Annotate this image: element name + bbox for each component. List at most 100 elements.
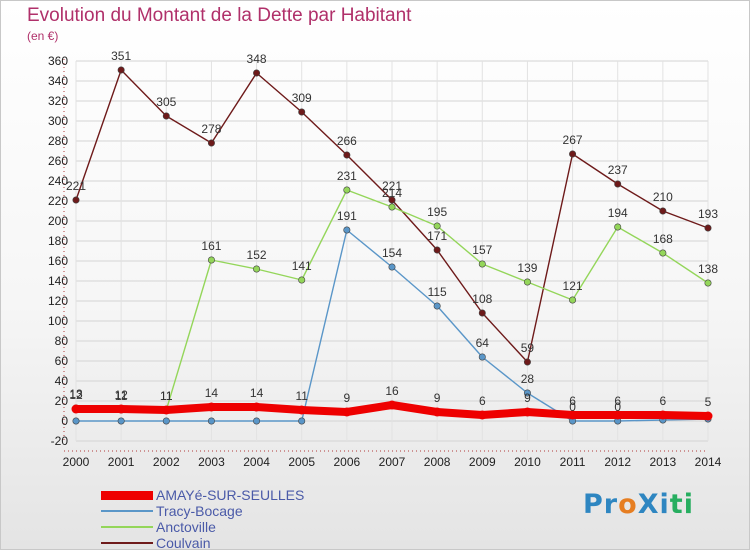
- x-tick-label: 2001: [108, 455, 135, 469]
- data-label-anctoville: 141: [292, 259, 312, 273]
- data-point-anctoville: [614, 223, 622, 231]
- data-point-coulvain: [659, 207, 667, 215]
- y-tick-label: 100: [48, 314, 68, 328]
- data-point-anctoville: [207, 256, 215, 264]
- data-point-tracy-bocage: [72, 417, 80, 425]
- data-point-anctoville: [433, 222, 441, 230]
- chart-title: Evolution du Montant de la Dette par Hab…: [27, 5, 412, 26]
- data-label-anctoville: 214: [382, 186, 402, 200]
- y-tick-label: 120: [48, 294, 68, 308]
- data-label-amay-sur-seulles: 6: [569, 394, 576, 408]
- data-point-coulvain: [72, 196, 80, 204]
- legend-label: Anctoville: [156, 519, 216, 535]
- y-tick-label: 160: [48, 254, 68, 268]
- legend-swatch: [101, 503, 153, 519]
- data-point-tracy-bocage: [433, 302, 441, 310]
- y-tick-label: 340: [48, 74, 68, 88]
- data-label-anctoville: 231: [337, 169, 357, 183]
- data-point-amay-sur-seulles: [477, 410, 487, 420]
- data-label-tracy-bocage: 0: [614, 400, 621, 414]
- data-label-anctoville: 195: [427, 205, 447, 219]
- data-label-coulvain: 171: [427, 229, 447, 243]
- data-point-anctoville: [659, 249, 667, 257]
- data-point-amay-sur-seulles: [161, 405, 171, 415]
- data-point-amay-sur-seulles: [252, 402, 262, 412]
- data-label-amay-sur-seulles: 16: [385, 384, 399, 398]
- tick-labels: -200204060801001201401601802002202402602…: [48, 54, 722, 469]
- data-point-coulvain: [117, 66, 125, 74]
- y-tick-label: 240: [48, 174, 68, 188]
- data-label-coulvain: 108: [472, 292, 492, 306]
- data-point-coulvain: [704, 224, 712, 232]
- y-tick-label: 0: [61, 414, 68, 428]
- data-point-anctoville: [704, 279, 712, 287]
- data-label-anctoville: 139: [517, 261, 537, 275]
- x-tick-label: 2005: [288, 455, 315, 469]
- data-point-amay-sur-seulles: [703, 411, 713, 421]
- data-point-amay-sur-seulles: [297, 405, 307, 415]
- legend-swatch: [101, 519, 153, 535]
- data-label-coulvain: 305: [156, 95, 176, 109]
- data-point-tracy-bocage: [253, 417, 261, 425]
- data-label-anctoville: 138: [698, 262, 718, 276]
- y-tick-label: 140: [48, 274, 68, 288]
- data-point-coulvain: [523, 358, 531, 366]
- x-tick-label: 2006: [334, 455, 361, 469]
- y-tick-label: 320: [48, 94, 68, 108]
- logo-letter: t: [669, 489, 684, 520]
- y-tick-label: 260: [48, 154, 68, 168]
- legend-swatch: [101, 487, 153, 503]
- y-tick-label: 20: [55, 394, 69, 408]
- x-tick-label: 2008: [424, 455, 451, 469]
- x-tick-label: 2009: [469, 455, 496, 469]
- legend-item: Tracy-Bocage: [101, 503, 361, 519]
- data-label-coulvain: 193: [698, 207, 718, 221]
- data-label-anctoville: 13: [69, 387, 83, 401]
- data-point-coulvain: [388, 196, 396, 204]
- data-point-amay-sur-seulles: [658, 410, 668, 420]
- data-label-tracy-bocage: 0: [569, 400, 576, 414]
- x-tick-label: 2014: [695, 455, 722, 469]
- data-label-anctoville: 168: [653, 232, 673, 246]
- data-point-anctoville: [253, 265, 261, 273]
- x-tick-label: 2003: [198, 455, 225, 469]
- y-tick-label: 40: [55, 374, 69, 388]
- data-point-coulvain: [614, 180, 622, 188]
- data-label-coulvain: 267: [563, 133, 583, 147]
- data-point-coulvain: [433, 246, 441, 254]
- legend-label: AMAYé-SUR-SEULLES: [156, 487, 305, 503]
- data-label-amay-sur-seulles: 6: [660, 394, 667, 408]
- data-point-coulvain: [478, 309, 486, 317]
- data-label-anctoville: 11: [115, 389, 128, 403]
- data-point-tracy-bocage: [523, 389, 531, 397]
- data-point-coulvain: [569, 150, 577, 158]
- data-point-coulvain: [298, 108, 306, 116]
- y-tick-label: 360: [48, 54, 68, 68]
- x-tick-label: 2000: [63, 455, 90, 469]
- data-label-coulvain: 351: [111, 49, 131, 63]
- data-point-anctoville: [298, 276, 306, 284]
- y-tick-label: 80: [55, 334, 69, 348]
- legend-swatch: [101, 535, 153, 551]
- data-point-anctoville: [523, 278, 531, 286]
- x-tick-label: 2004: [243, 455, 270, 469]
- logo-letter: o: [618, 489, 638, 520]
- data-label-amay-sur-seulles: 6: [614, 394, 621, 408]
- logo-letter: r: [603, 489, 619, 520]
- data-point-coulvain: [207, 139, 215, 147]
- data-point-tracy-bocage: [207, 417, 215, 425]
- data-point-amay-sur-seulles: [71, 404, 81, 414]
- x-tick-label: 2007: [379, 455, 406, 469]
- data-label-tracy-bocage: 115: [428, 285, 447, 299]
- data-point-coulvain: [253, 69, 261, 77]
- data-label-amay-sur-seulles: 12: [114, 388, 128, 402]
- data-point-amay-sur-seulles: [116, 404, 126, 414]
- data-point-tracy-bocage: [117, 417, 125, 425]
- data-point-tracy-bocage: [162, 417, 170, 425]
- data-label-tracy-bocage: 191: [337, 209, 357, 223]
- data-label-amay-sur-seulles: 14: [205, 386, 219, 400]
- data-label-tracy-bocage: 154: [382, 246, 402, 260]
- data-label-amay-sur-seulles: 9: [434, 391, 441, 405]
- data-point-anctoville: [478, 260, 486, 268]
- data-point-tracy-bocage: [388, 263, 396, 271]
